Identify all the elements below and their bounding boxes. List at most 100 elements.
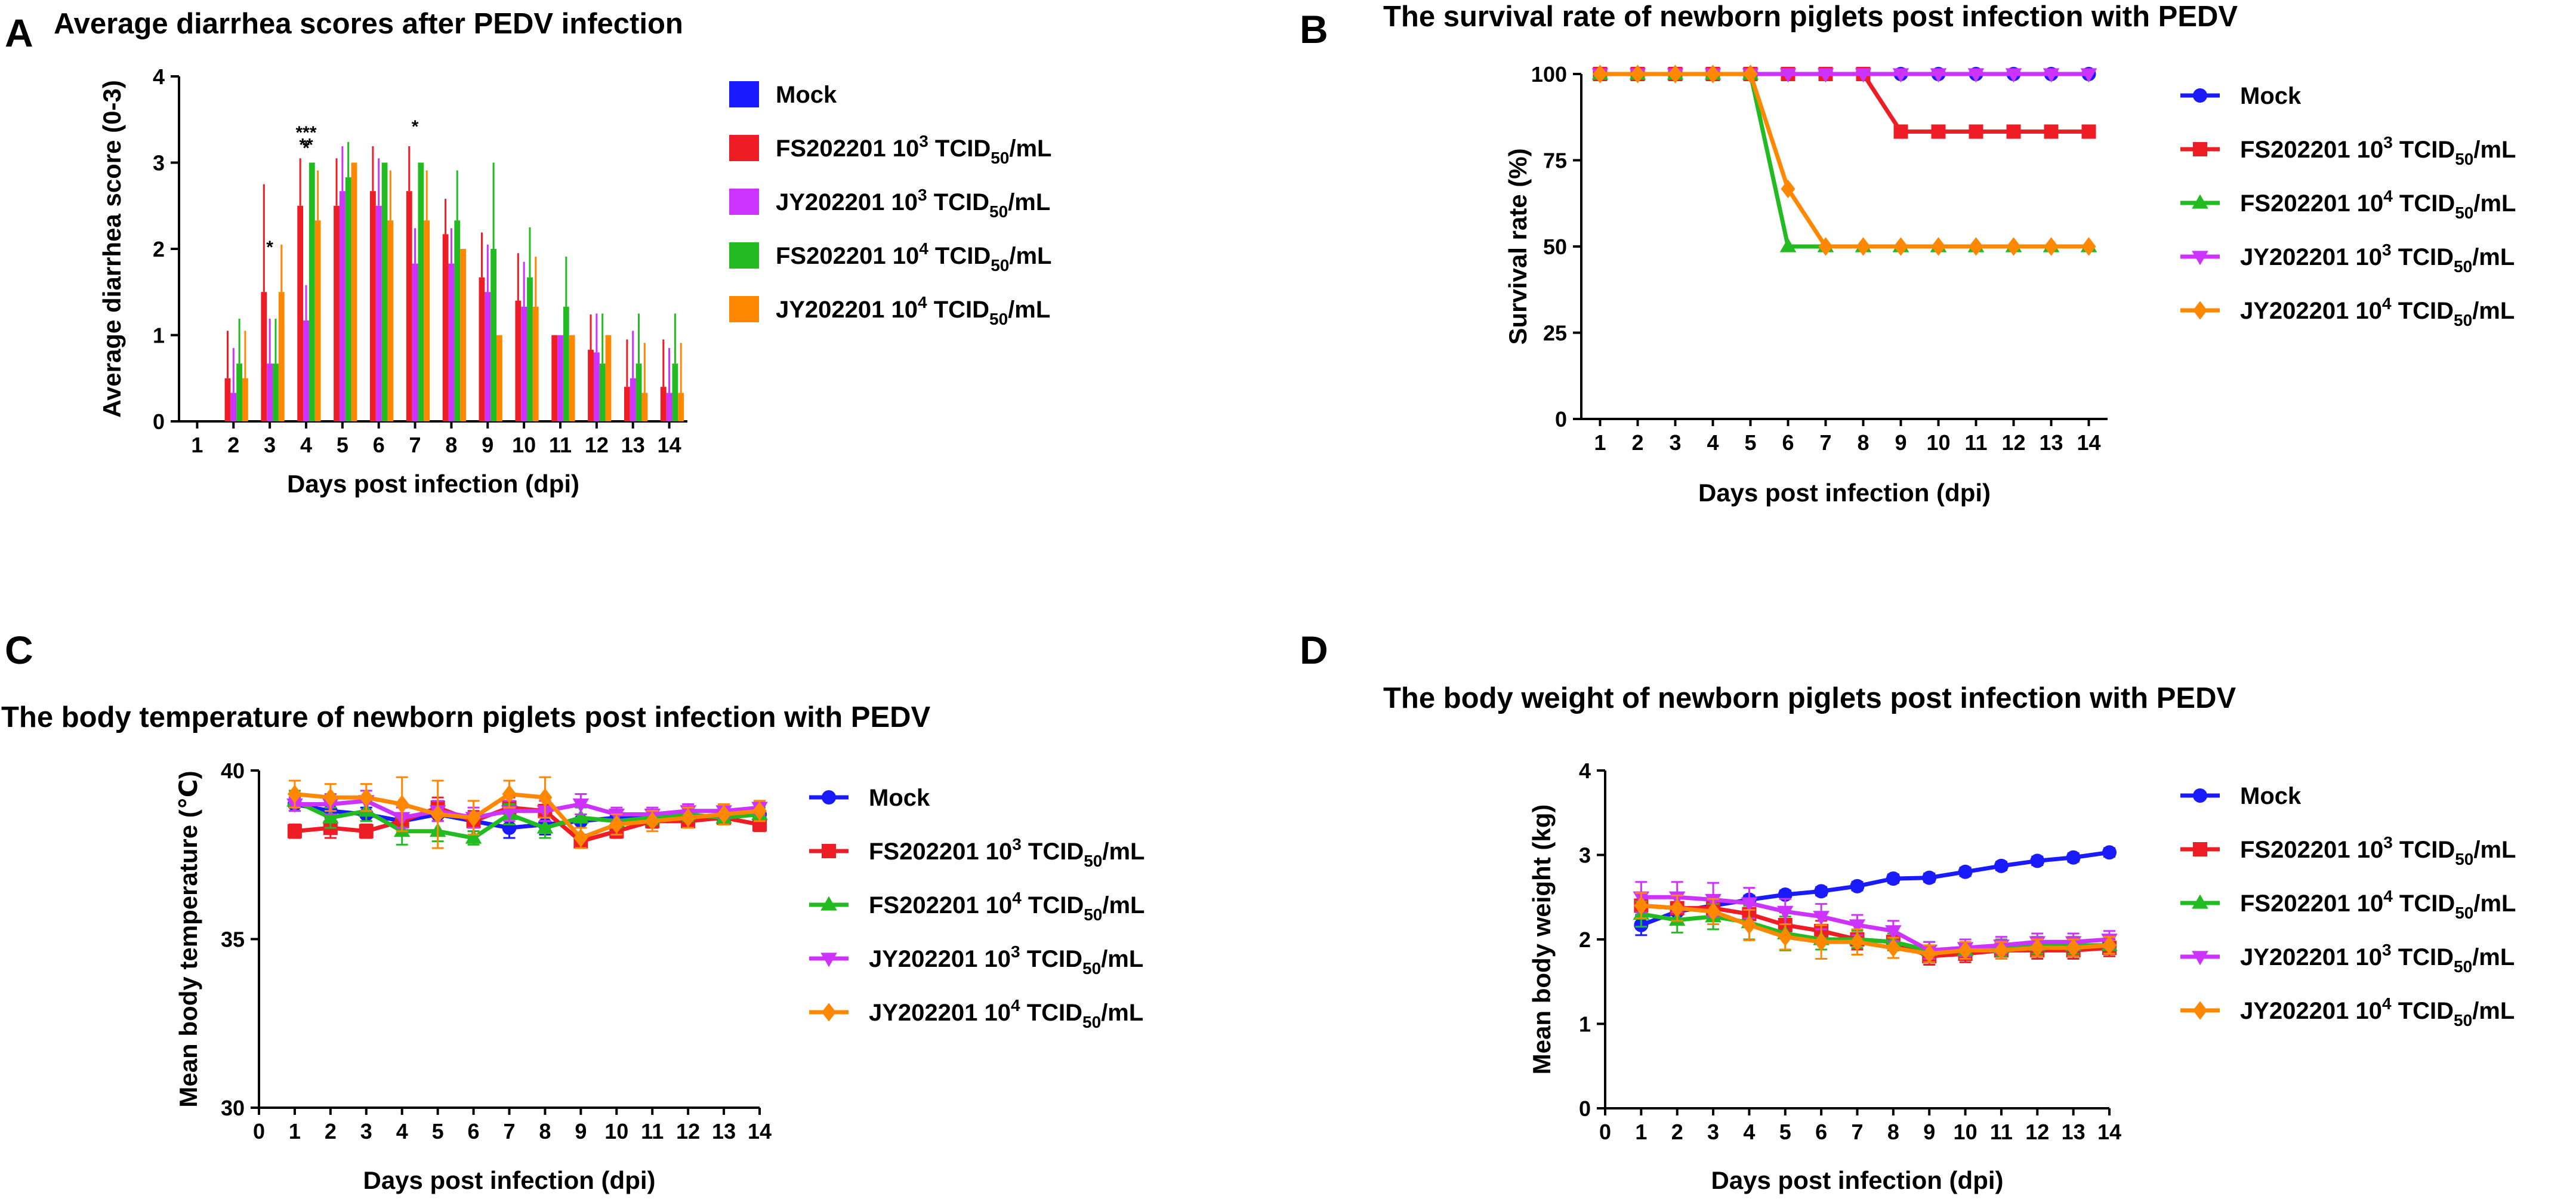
data-point-mock xyxy=(1886,871,1901,886)
y-axis-label-c: Mean body temperature (℃) xyxy=(174,770,202,1107)
legend-marker-jy4 xyxy=(822,1003,836,1022)
bar-jy3 xyxy=(375,205,382,421)
bar-jy3 xyxy=(485,292,491,421)
data-point-fs4 xyxy=(322,809,339,824)
y-axis-label-a: Average diarrhea score (0-3) xyxy=(98,80,126,418)
y-tick-label-c: 30 xyxy=(221,1096,245,1120)
x-tick-label-c: 2 xyxy=(325,1119,337,1144)
x-tick-label-c: 14 xyxy=(748,1119,772,1144)
y-tick-label-b: 50 xyxy=(1543,235,1567,259)
bar-fs4 xyxy=(490,249,497,421)
bar-fs3 xyxy=(297,205,304,421)
legend-swatch-fs3 xyxy=(729,135,759,161)
bar-jy4 xyxy=(641,393,648,421)
series-line-fs4 xyxy=(1640,912,2109,953)
bar-jy4 xyxy=(387,220,394,421)
y-tick-label-c: 40 xyxy=(221,759,245,783)
x-tick-label-b: 12 xyxy=(2001,430,2025,455)
x-tick-label-b: 7 xyxy=(1819,430,1831,455)
panel-letter-c: C xyxy=(5,628,33,672)
data-point-jy3 xyxy=(1849,919,1866,934)
y-tick-label-c: 35 xyxy=(221,927,245,952)
data-point-jy4 xyxy=(2006,237,2021,256)
x-tick-label-b: 14 xyxy=(2077,430,2100,455)
data-point-jy4 xyxy=(1630,64,1645,84)
data-point-jy4 xyxy=(2066,938,2081,957)
x-tick-label-c: 6 xyxy=(468,1119,480,1144)
data-point-jy3 xyxy=(2043,68,2060,83)
legend-label-jy4: JY202201 104 TCID50/mL xyxy=(2240,294,2515,329)
data-point-jy4 xyxy=(430,805,445,824)
y-tick-label-b: 100 xyxy=(1531,62,1567,87)
legend-label-jy3: JY202201 103 TCID50/mL xyxy=(2240,241,2515,276)
bar-jy3 xyxy=(557,335,563,421)
x-tick-label-b: 9 xyxy=(1895,430,1906,455)
legend-label-mock: Mock xyxy=(2240,783,2302,809)
data-point-jy4 xyxy=(2044,237,2059,256)
x-tick-label-c: 12 xyxy=(676,1119,700,1144)
legend-label-jy3: JY202201 103 TCID50/mL xyxy=(869,942,1143,978)
legend-label-fs4: FS202201 104 TCID50/mL xyxy=(869,889,1145,924)
data-point-mock xyxy=(1958,864,1973,879)
x-tick-label-d: 11 xyxy=(1990,1120,2013,1144)
x-tick-label-d: 13 xyxy=(2062,1120,2086,1144)
series-line-jy3 xyxy=(294,799,760,820)
bar-jy4 xyxy=(460,249,466,421)
bar-fs3 xyxy=(224,378,231,421)
bar-jy3 xyxy=(303,320,309,421)
data-point-jy3 xyxy=(2005,68,2022,83)
data-point-jy3 xyxy=(572,798,590,813)
data-point-jy4 xyxy=(752,802,767,821)
series-line-jy3 xyxy=(1641,895,2110,953)
x-tick-label-a: 9 xyxy=(482,433,493,457)
y-axis-label-d: Mean body weight (kg) xyxy=(1528,805,1556,1075)
bar-fs4 xyxy=(527,277,533,421)
y-tick-label-d: 1 xyxy=(1579,1012,1591,1037)
data-point-jy3 xyxy=(1741,897,1758,912)
x-tick-label-b: 4 xyxy=(1707,430,1719,455)
legend-marker-mock xyxy=(2193,88,2207,103)
bar-fs4 xyxy=(454,220,461,421)
x-tick-label-b: 5 xyxy=(1744,430,1756,455)
data-point-jy4 xyxy=(2030,938,2045,957)
data-point-jy4 xyxy=(2102,936,2117,955)
data-point-fs4 xyxy=(465,829,482,844)
data-point-jy4 xyxy=(359,788,374,807)
y-tick-label-a: 2 xyxy=(153,237,165,261)
bar-jy3 xyxy=(448,263,455,421)
bar-fs3 xyxy=(406,191,412,421)
data-point-jy4 xyxy=(609,815,624,834)
significance-mark: * xyxy=(303,138,310,158)
legend-marker-jy3 xyxy=(2192,951,2208,966)
data-point-jy3 xyxy=(501,805,518,820)
data-point-jy4 xyxy=(538,788,553,807)
bar-fs3 xyxy=(334,205,340,421)
x-tick-label-b: 6 xyxy=(1782,430,1794,455)
data-point-fs3 xyxy=(1931,124,1946,139)
significance-mark: ** xyxy=(299,135,313,155)
x-tick-label-c: 10 xyxy=(604,1119,628,1144)
data-point-jy4 xyxy=(717,805,732,824)
bar-jy4 xyxy=(278,292,285,421)
data-point-jy4 xyxy=(1850,932,1865,951)
bar-jy3 xyxy=(593,352,600,421)
legend-label-mock: Mock xyxy=(2240,83,2302,109)
y-tick-label-b: 0 xyxy=(1555,407,1567,432)
bar-jy3 xyxy=(412,263,418,421)
bar-fs3 xyxy=(515,300,522,421)
data-point-jy3 xyxy=(1930,68,1947,83)
x-tick-label-a: 1 xyxy=(191,433,203,457)
x-tick-label-c: 3 xyxy=(360,1119,372,1144)
data-point-fs3 xyxy=(1969,124,1983,139)
bar-jy4 xyxy=(678,393,684,421)
y-axis-label-b: Survival rate (%) xyxy=(1504,148,1532,344)
x-tick-label-c: 1 xyxy=(289,1119,301,1144)
y-tick-label-b: 25 xyxy=(1543,321,1567,346)
x-tick-label-b: 1 xyxy=(1594,430,1606,455)
data-point-jy4 xyxy=(287,784,302,804)
x-tick-label-b: 13 xyxy=(2039,430,2063,455)
bar-jy3 xyxy=(666,393,672,421)
x-tick-label-b: 3 xyxy=(1669,430,1681,455)
data-point-jy4 xyxy=(1743,64,1758,84)
